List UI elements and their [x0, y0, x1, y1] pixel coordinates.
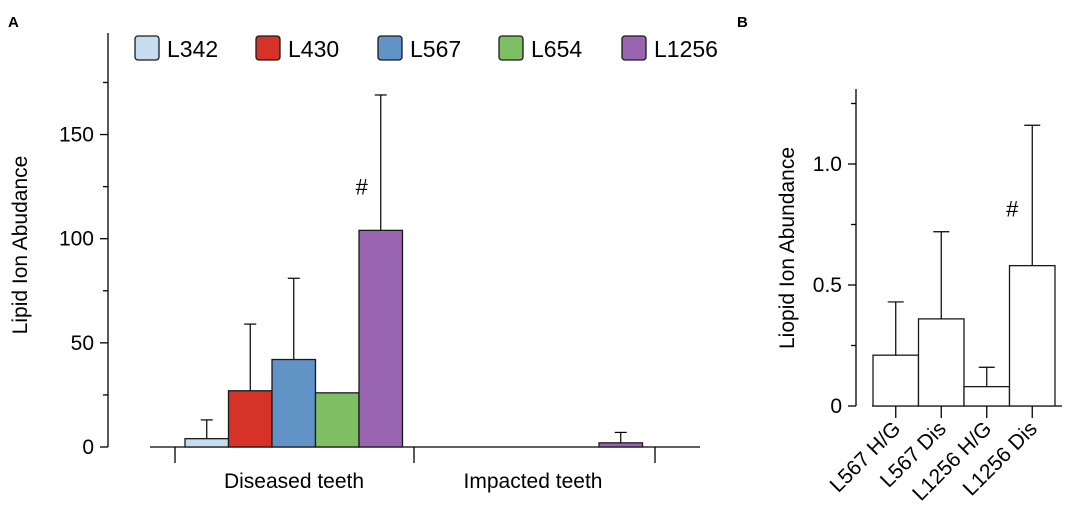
y-tick-label: 0 [82, 436, 94, 459]
y-tick-label: 150 [59, 124, 94, 147]
bar-4 [1008, 264, 1056, 407]
y-tick-label: 0 [830, 395, 842, 418]
significance-mark: # [356, 174, 369, 199]
chart-a: 0 50 100 150 Diseased teeth Impacted teeth Lip… [9, 33, 718, 493]
bar-2 [917, 318, 965, 407]
bar-l342 [184, 438, 230, 448]
panel-a-label: A [8, 14, 19, 31]
legend-swatch-l430 [255, 35, 281, 61]
bar-l430 [227, 390, 273, 448]
legend-swatch-l567 [377, 35, 403, 61]
bar-l1256 [358, 229, 404, 448]
x-tick-label: Diseased teeth [224, 470, 364, 493]
bar-1 [872, 354, 920, 407]
bar-l654 [314, 392, 360, 448]
legend-swatch-l1256 [621, 35, 647, 61]
y-tick-label: 100 [59, 228, 94, 251]
bar-l567 [271, 358, 317, 448]
panel-b-label: B [737, 14, 748, 31]
y-tick-label: 1.0 [813, 153, 842, 176]
x-tick-label: Impacted teeth [464, 470, 603, 493]
y-axis-title: Liopid Ion Abundance [776, 147, 799, 349]
bar-3 [963, 385, 1011, 407]
y-tick-label: 0.5 [813, 274, 842, 297]
y-tick-label: 50 [71, 332, 94, 355]
legend-label: L567 [410, 36, 461, 62]
y-axis-title: Lipid Ion Abudance [9, 156, 32, 335]
legend-label: L1256 [654, 36, 718, 62]
legend-swatch-l342 [134, 35, 160, 61]
legend-label: L430 [288, 36, 339, 62]
significance-mark: # [1006, 197, 1019, 222]
bar-l1256 [598, 442, 644, 448]
legend-label: L342 [167, 36, 218, 62]
legend-swatch-l654 [498, 35, 524, 61]
legend-label: L654 [531, 36, 582, 62]
